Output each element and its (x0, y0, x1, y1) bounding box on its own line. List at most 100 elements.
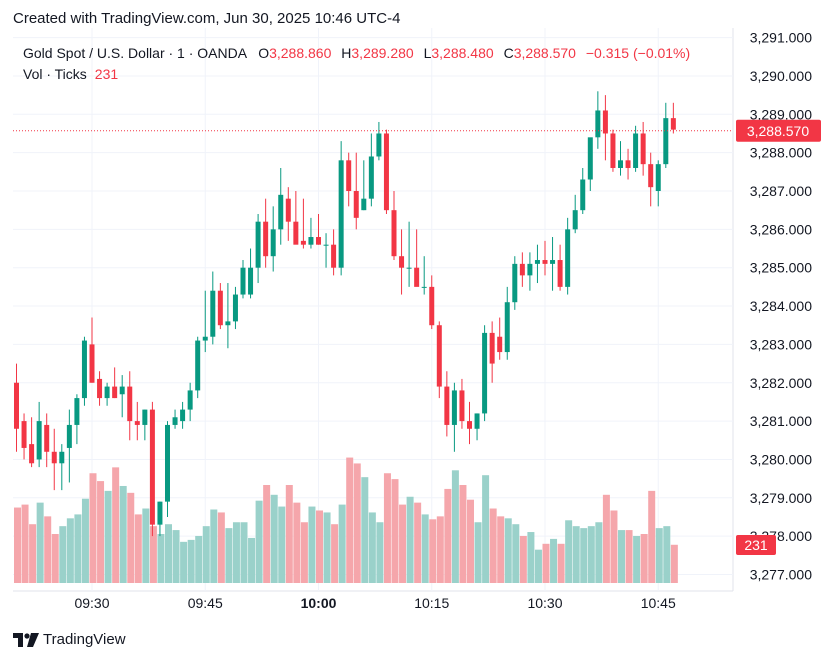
volume-bar (278, 506, 286, 583)
volume-bar (572, 526, 580, 583)
volume-bar (29, 524, 37, 583)
candle-body (633, 133, 639, 168)
last-price-markers: 3,288.570 231 (13, 119, 821, 555)
volume-bar (338, 504, 346, 583)
volume-bar (648, 490, 656, 583)
candle-body (368, 156, 374, 199)
candle-body (391, 210, 397, 257)
volume-bar (142, 508, 150, 583)
time-tick-label: 10:15 (414, 595, 449, 611)
legend-low-value: 3,288.480 (431, 45, 494, 61)
volume-bar (497, 516, 505, 583)
legend-symbol: Gold Spot / U.S. Dollar · 1 · OANDA (23, 45, 247, 61)
volume-bar (187, 539, 195, 583)
time-tick-label: 10:45 (641, 595, 676, 611)
candle-body (663, 118, 669, 165)
candle-body (187, 390, 193, 410)
volume-bar (300, 522, 308, 583)
volume-bar (414, 502, 422, 583)
candle-body (542, 260, 548, 264)
candle-body (527, 263, 533, 276)
volume-bar (44, 516, 52, 583)
created-with-caption: Created with TradingView.com, Jun 30, 20… (13, 10, 401, 27)
volume-bar (512, 524, 520, 583)
footer: TradingView (13, 631, 126, 648)
volume-bar (316, 510, 323, 583)
candle-body (421, 286, 427, 288)
volume-bar (66, 518, 74, 583)
candle-body (149, 409, 155, 525)
volume-bar (625, 530, 633, 583)
candle-body (316, 237, 321, 245)
price-tick-label: 3,277.000 (750, 567, 812, 583)
candle-body (331, 244, 337, 268)
candle-body (14, 382, 19, 429)
volume-bar (270, 494, 278, 583)
volume-bar (89, 473, 97, 583)
volume-bar (202, 526, 210, 583)
time-tick-label: 09:45 (188, 595, 223, 611)
candle-body (474, 413, 480, 429)
price-tick-label: 3,285.000 (750, 260, 812, 276)
volume-bar (36, 502, 44, 583)
candle-body (580, 179, 586, 211)
volume-bar (565, 520, 573, 583)
volume-bar (210, 509, 218, 583)
legend-open-value: 3,288.860 (269, 45, 332, 61)
candle-body (172, 417, 178, 425)
candle-body (444, 386, 450, 425)
volume-label: Vol · Ticks (23, 66, 87, 82)
price-tick-label: 3,284.000 (750, 298, 812, 314)
symbol-legend: Gold Spot / U.S. Dollar · 1 · OANDA O3,2… (23, 45, 690, 61)
price-tick-label: 3,281.000 (750, 413, 812, 429)
volume-bar (459, 485, 467, 583)
candle-body (361, 198, 367, 211)
legend-change: −0.315 (−0.01%) (585, 45, 691, 61)
volume-bar (618, 530, 625, 583)
volume-bar (587, 526, 595, 583)
candle-body (467, 421, 472, 429)
volume-badge (736, 535, 776, 555)
volume-bar (51, 534, 59, 583)
price-tick-label: 3,290.000 (750, 68, 812, 84)
candle-body (300, 240, 306, 245)
volume-bar (195, 535, 203, 583)
price-axis: 3,277.0003,278.0003,279.0003,280.0003,28… (750, 30, 812, 583)
volume-bar (451, 470, 459, 583)
volume-bars (14, 457, 678, 583)
candle-body (21, 421, 27, 448)
volume-bar (580, 528, 588, 583)
price-tick-label: 3,287.000 (750, 183, 812, 199)
candle-body (489, 332, 495, 364)
volume-bar (474, 522, 482, 583)
candle-body (655, 164, 661, 191)
candle-body (406, 267, 412, 269)
candle-body (127, 386, 133, 422)
volume-bar (489, 508, 497, 583)
volume-bar (610, 510, 618, 583)
candle-body (232, 294, 238, 322)
candle-body (74, 398, 80, 425)
volume-bar (406, 496, 414, 583)
volume-bar (436, 516, 444, 583)
price-tick-label: 3,286.000 (750, 221, 812, 237)
candle-body (399, 256, 405, 268)
legend-close-label: C (503, 45, 514, 61)
volume-bar (14, 507, 21, 583)
price-tick-label: 3,279.000 (750, 490, 812, 506)
volume-bar (391, 479, 399, 583)
volume-bar (323, 512, 331, 583)
last-price-badge (736, 119, 821, 142)
volume-bar (180, 541, 188, 583)
candle-body (217, 290, 223, 326)
price-tick-label: 3,280.000 (750, 451, 812, 467)
legend-high-label: H (341, 45, 352, 61)
volume-bar (640, 534, 648, 583)
volume-bar (165, 524, 172, 583)
volume-bar (383, 473, 391, 583)
price-tick-label: 3,291.000 (750, 30, 812, 46)
candle-body (595, 110, 601, 138)
candle-body (670, 118, 676, 130)
volume-bar (444, 488, 452, 583)
